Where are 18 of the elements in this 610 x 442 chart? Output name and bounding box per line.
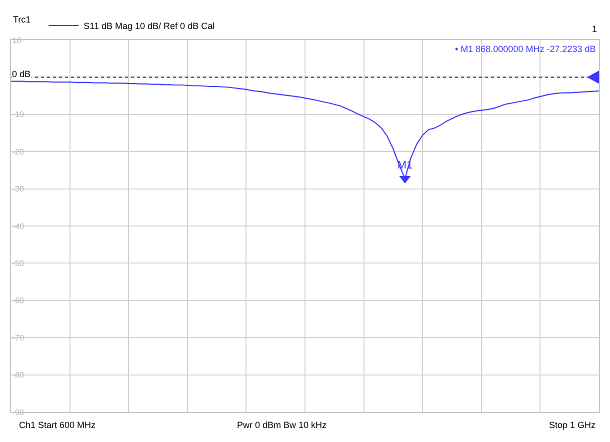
y-tick-label: -50	[12, 259, 25, 268]
text: Stop 1 GHz	[549, 420, 596, 430]
y-tick-label: 10	[12, 36, 22, 45]
annotation: • M1 868.000000 MHz -27.2233 dB	[455, 44, 596, 54]
text: 1	[592, 24, 598, 34]
y-tick-label: -80	[12, 370, 25, 380]
y-tick-label: -20	[12, 147, 25, 156]
ref-line-label: 0 dB	[12, 69, 31, 79]
text: Pwr 0 dBm Bw 10 kHz	[237, 420, 328, 430]
y-tick-label: -10	[12, 110, 25, 120]
text: Ch1 Start 600 MHz	[19, 420, 96, 430]
y-tick-label: -60	[12, 296, 25, 306]
y-tick-label: -90	[12, 408, 25, 417]
y-tick-label: -40	[12, 222, 25, 231]
y-tick-label: -30	[12, 184, 25, 194]
legend-title: Trc1	[13, 14, 36, 25]
legend-label: S11 dB Mag 10 dB/ Ref 0 dB Cal	[84, 21, 215, 32]
y-tick-label: -70	[12, 333, 25, 342]
